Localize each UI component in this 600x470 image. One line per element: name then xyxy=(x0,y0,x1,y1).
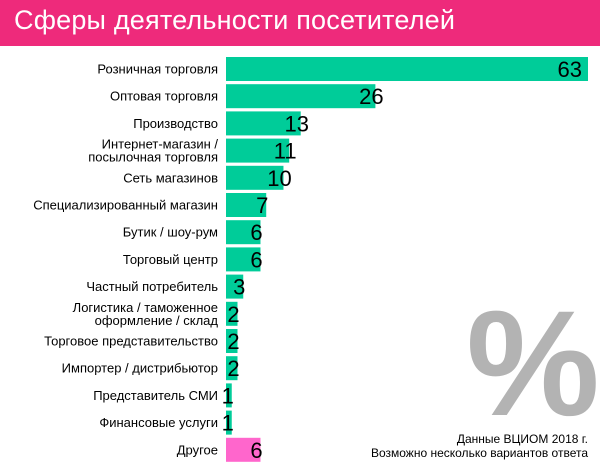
bar-value-13: 1 xyxy=(222,383,234,408)
category-label-13: Представитель СМИ xyxy=(93,388,218,403)
bar-15 xyxy=(226,437,261,462)
title-band: Сферы деятельности посетителей xyxy=(0,0,600,46)
bar-13 xyxy=(226,383,232,408)
category-label-line: посылочная торговля xyxy=(88,150,218,165)
category-label-7: Бутик / шоу-рум xyxy=(123,225,218,240)
bar-4 xyxy=(226,138,290,163)
category-label-10: Логистика / таможенное оформление / склад xyxy=(73,300,219,328)
bar-14 xyxy=(226,410,232,435)
source-note-line-2: Возможно несколько вариантов ответа xyxy=(370,446,588,460)
category-label-1: Розничная торговля xyxy=(97,62,218,77)
category-label-line: Логистика / таможенное xyxy=(73,300,218,315)
bar-2 xyxy=(226,84,376,109)
source-note-line-1: Данные ВЦИОМ 2018 г. xyxy=(456,432,588,446)
category-label-8: Торговый центр xyxy=(123,252,218,267)
category-label-4: Интернет-магазин / посылочная торговля xyxy=(88,137,218,165)
bar-value-4: 11 xyxy=(274,139,297,164)
bar-8 xyxy=(226,247,261,272)
bar-value-11: 2 xyxy=(227,329,239,354)
category-label-11: Торговое представительство xyxy=(44,334,218,349)
category-label-2: Оптовая торговля xyxy=(110,89,218,104)
bar-value-14: 1 xyxy=(222,411,234,436)
category-label-15: Другое xyxy=(177,442,218,457)
bar-5 xyxy=(226,165,284,190)
bar-value-2: 26 xyxy=(359,84,383,109)
bar-value-15: 6 xyxy=(250,438,262,463)
category-label-line: оформление / склад xyxy=(95,313,219,328)
category-label-line: Интернет-магазин / xyxy=(102,137,219,152)
bar-3 xyxy=(226,111,301,136)
percent-watermark: % xyxy=(466,279,599,447)
bar-11 xyxy=(226,329,238,353)
category-label-12: Импортер / дистрибьютор xyxy=(62,361,218,376)
bar-value-7: 6 xyxy=(250,220,262,245)
source-note: Данные ВЦИОМ 2018 г. Возможно несколько … xyxy=(371,432,588,460)
category-label-6: Специализированный магазин xyxy=(33,198,218,213)
category-label-3: Производство xyxy=(133,116,218,131)
bar-value-5: 10 xyxy=(267,166,291,191)
category-label-14: Финансовые услуги xyxy=(99,415,218,430)
bar-value-9: 3 xyxy=(233,275,245,300)
bar-10 xyxy=(226,301,238,326)
bar-value-1: 63 xyxy=(558,57,582,82)
bar-1 xyxy=(226,57,588,81)
bar-12 xyxy=(226,356,238,381)
bar-value-3: 13 xyxy=(284,111,308,136)
bar-value-12: 2 xyxy=(227,356,239,381)
category-label-9: Частный потребитель xyxy=(86,279,218,294)
bar-value-8: 6 xyxy=(250,247,262,272)
bar-7 xyxy=(226,220,261,245)
category-label-5: Сеть магазинов xyxy=(123,170,218,185)
bar-value-10: 2 xyxy=(227,302,239,327)
bar-9 xyxy=(226,274,244,299)
bar-value-6: 7 xyxy=(256,193,268,218)
bar-6 xyxy=(226,193,267,217)
chart-title: Сферы деятельности посетителей xyxy=(14,5,456,35)
